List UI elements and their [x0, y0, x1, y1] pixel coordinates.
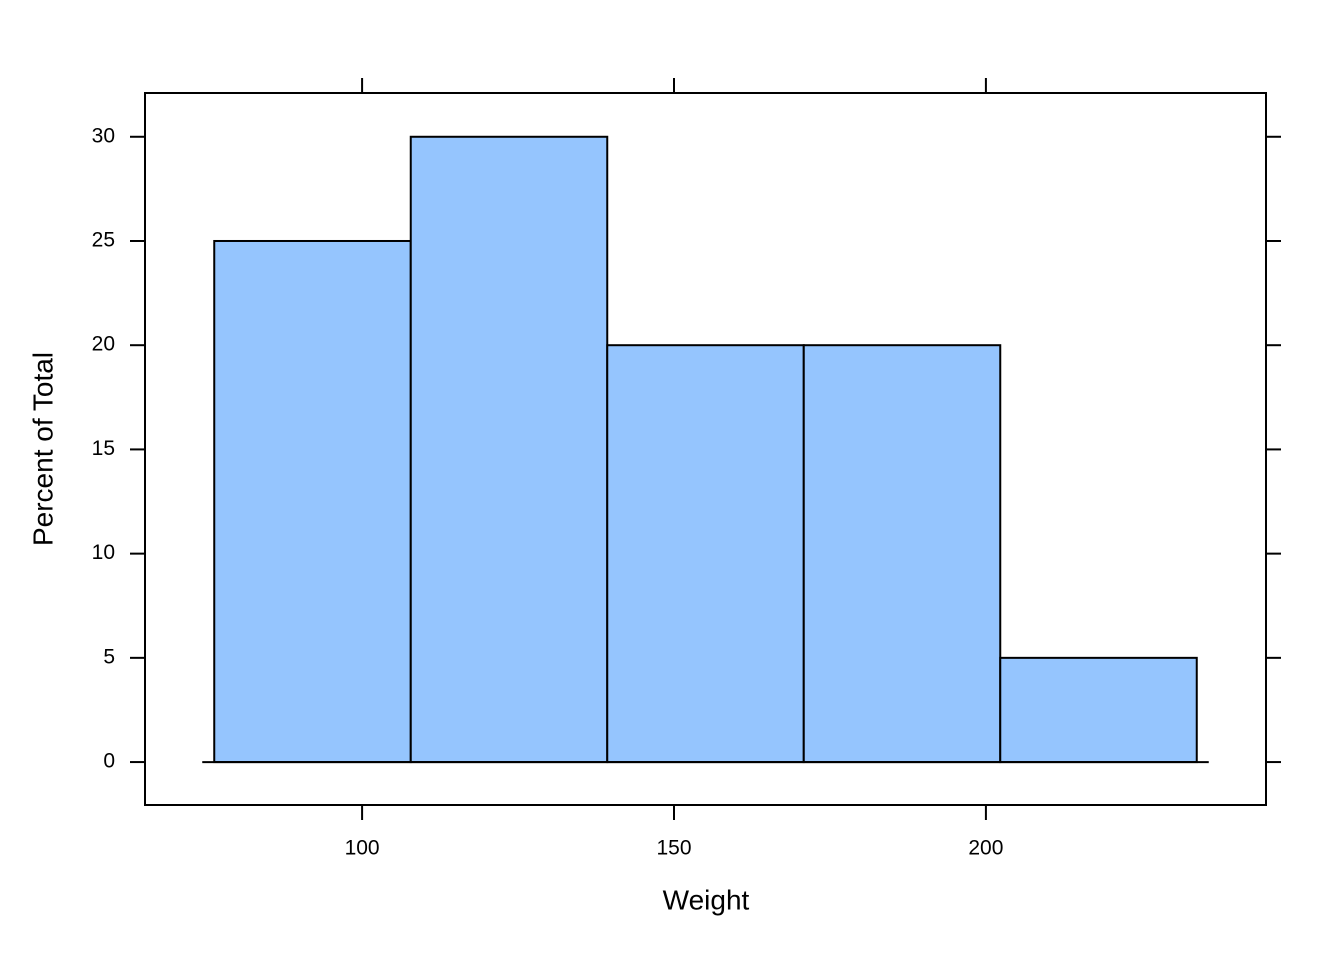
- x-axis-label: Weight: [663, 884, 750, 915]
- x-tick-label: 100: [345, 837, 380, 860]
- bar: [606, 344, 805, 764]
- y-tick-label: 0: [103, 750, 115, 773]
- bar: [802, 344, 1002, 764]
- y-tick-label: 30: [92, 124, 115, 147]
- y-axis-label: Percent of Total: [27, 352, 58, 546]
- y-tick-label: 15: [92, 437, 115, 460]
- y-tick-label: 10: [92, 541, 115, 564]
- bar: [999, 656, 1198, 764]
- bar: [213, 239, 412, 764]
- x-tick-label: 200: [968, 837, 1003, 860]
- y-tick-label: 5: [103, 645, 115, 668]
- y-tick-label: 20: [92, 333, 115, 356]
- bar: [409, 135, 609, 764]
- y-tick-label: 25: [92, 229, 115, 252]
- x-tick-label: 150: [656, 837, 691, 860]
